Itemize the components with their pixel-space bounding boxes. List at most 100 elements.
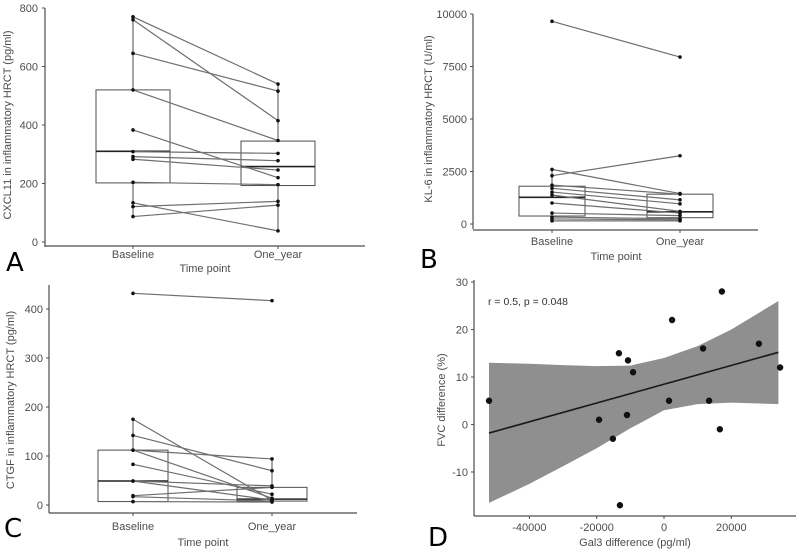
- paired-subject: [131, 17, 280, 123]
- x-tick-label: One_year: [254, 249, 303, 261]
- paired-line: [132, 200, 279, 208]
- panel-a-cxcl11-chart: A 0 200 400 600 800 Baseline One_year Time poin…: [2, 3, 365, 278]
- paired-subject: [131, 203, 280, 219]
- paired-subject: [550, 190, 682, 206]
- x-tick-label: 0: [661, 522, 667, 534]
- paired-line: [132, 434, 273, 472]
- paired-subject: [550, 183, 682, 196]
- x-tick-label: One_year: [248, 521, 297, 533]
- paired-line: [132, 19, 279, 122]
- paired-line: [132, 129, 279, 179]
- paired-line: [132, 496, 273, 502]
- scatter-point: [616, 502, 624, 509]
- y-axis-title: CTGF in inflammatory HRCT (pg/ml): [5, 311, 17, 489]
- data-point-baseline: [131, 204, 135, 209]
- data-point-one-year: [276, 199, 280, 204]
- scatter-point: [629, 369, 637, 376]
- data-point-baseline: [131, 433, 135, 438]
- x-tick-label: Baseline: [112, 521, 154, 533]
- data-point-one-year: [276, 82, 280, 86]
- paired-subject: [550, 193, 682, 214]
- data-point-baseline: [550, 183, 554, 187]
- paired-subject: [550, 153, 682, 178]
- data-point-baseline: [550, 167, 554, 172]
- x-tick-label: Baseline: [531, 236, 573, 248]
- data-point-baseline: [131, 180, 135, 185]
- y-tick-label: 0: [462, 420, 468, 432]
- box-iqr: [95, 89, 171, 184]
- y-tick-label: 400: [20, 120, 38, 132]
- paired-line: [132, 151, 279, 154]
- paired-subject: [131, 201, 280, 233]
- paired-line: [132, 181, 279, 186]
- box-baseline: [97, 419, 169, 503]
- paired-subject: [131, 128, 280, 180]
- correlation-annotation: r = 0.5, p = 0.048: [488, 296, 568, 308]
- data-point-one-year: [276, 89, 280, 93]
- data-point-baseline: [131, 14, 135, 19]
- paired-subject: [550, 201, 682, 215]
- paired-line: [551, 168, 681, 195]
- data-point-baseline: [550, 211, 554, 215]
- scatter-point: [776, 364, 784, 371]
- paired-line: [132, 89, 279, 142]
- data-point-baseline: [131, 417, 135, 422]
- paired-subject: [550, 186, 682, 202]
- data-point-one-year: [270, 457, 274, 461]
- data-point-baseline: [550, 186, 554, 191]
- y-tick-label: -10: [452, 467, 468, 479]
- data-point-baseline: [131, 149, 135, 154]
- data-point-baseline: [131, 88, 135, 92]
- paired-line: [132, 292, 273, 302]
- data-point-one-year: [270, 500, 274, 504]
- paired-line: [132, 204, 279, 218]
- x-axis-title: Time point: [180, 263, 231, 275]
- y-tick-label: 0: [32, 237, 38, 249]
- paired-line: [132, 418, 273, 501]
- data-point-one-year: [276, 168, 280, 172]
- paired-subject: [131, 417, 274, 502]
- paired-subject: [131, 157, 280, 172]
- paired-line: [132, 16, 279, 85]
- paired-subject: [131, 180, 280, 187]
- data-point-one-year: [276, 151, 280, 156]
- data-point-baseline: [131, 479, 135, 483]
- paired-line: [132, 480, 273, 501]
- panel-label-b: B: [420, 245, 438, 275]
- panel-label-d: D: [428, 523, 448, 553]
- paired-line: [551, 216, 681, 220]
- data-point-one-year: [678, 211, 682, 215]
- scatter-point: [615, 350, 623, 357]
- data-point-baseline: [131, 51, 135, 56]
- paired-line: [132, 480, 273, 487]
- paired-line: [132, 202, 279, 232]
- y-tick-label: 5000: [443, 114, 467, 126]
- paired-line: [551, 155, 681, 177]
- panel-label-c: C: [4, 514, 22, 544]
- confidence-band: [489, 301, 779, 503]
- data-point-one-year: [276, 118, 280, 123]
- y-tick-label: 200: [20, 179, 38, 191]
- data-point-baseline: [131, 448, 135, 452]
- paired-subject: [131, 433, 274, 473]
- y-tick-label: 300: [25, 353, 43, 365]
- panel-b-kl6-chart: B 0 2500 5000 7500 10000 Baseline One_year Time…: [420, 9, 758, 275]
- paired-line: [132, 486, 273, 497]
- scatter-point: [705, 397, 713, 404]
- data-point-one-year: [276, 138, 280, 143]
- panel-d-correlation-chart: D -10 0 10 20 30 -40000 -20000 0 20000 Gal3 diffe…: [428, 277, 796, 553]
- paired-line: [132, 449, 273, 499]
- y-tick-label: 200: [25, 402, 43, 414]
- paired-subject: [131, 199, 280, 209]
- paired-subject: [550, 19, 682, 59]
- scatter-point: [718, 288, 726, 295]
- paired-line: [132, 158, 279, 171]
- paired-line: [551, 191, 681, 205]
- box-one-year: [240, 84, 316, 231]
- data-point-baseline: [131, 291, 135, 296]
- data-point-one-year: [270, 492, 274, 497]
- data-point-one-year: [678, 55, 682, 59]
- data-point-one-year: [276, 203, 280, 207]
- x-axis-title: Time point: [591, 251, 642, 263]
- paired-subject: [550, 167, 682, 196]
